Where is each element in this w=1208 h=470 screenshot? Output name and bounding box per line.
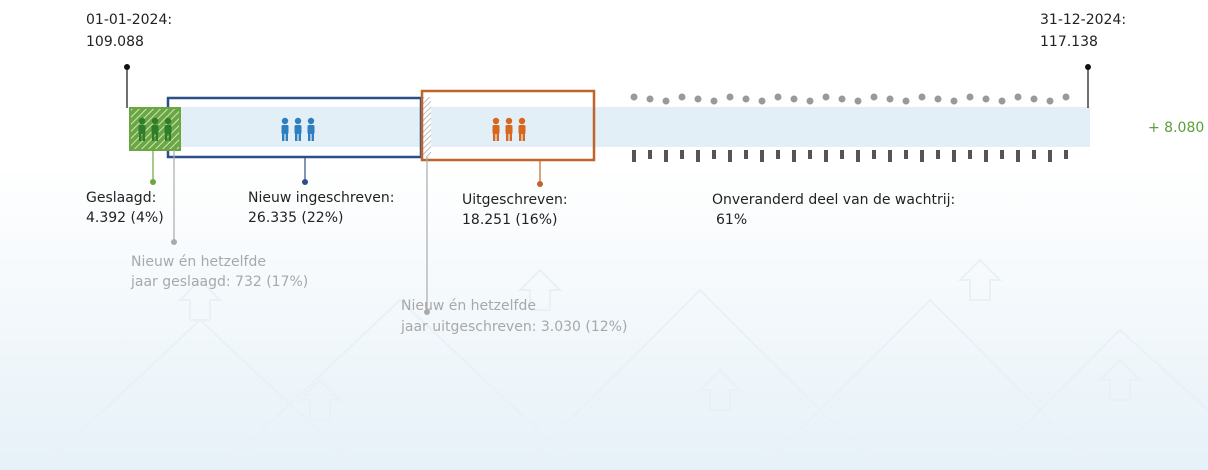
crowd-legs — [984, 150, 988, 162]
removed-box — [420, 89, 596, 162]
crowd-legs — [712, 150, 716, 159]
crowd-legs — [1064, 150, 1068, 159]
crowd-head — [1046, 97, 1054, 105]
pin-dot — [124, 64, 130, 70]
crowd-legs — [824, 150, 828, 162]
segment-label: Uitgeschreven: — [462, 192, 568, 208]
background-pattern — [39, 258, 1208, 470]
overlap-line: jaar uitgeschreven: 3.030 (12%) — [400, 319, 627, 335]
start-date: 01-01-2024: — [86, 12, 172, 28]
crowd-legs — [872, 150, 876, 159]
crowd-legs — [808, 150, 812, 159]
crowd-legs — [1032, 150, 1036, 159]
end-value: 117.138 — [1040, 34, 1098, 50]
crowd-head — [886, 95, 894, 103]
crowd-head — [790, 95, 798, 103]
crowd-legs — [968, 150, 972, 159]
crowd-legs — [760, 150, 764, 162]
crowd-legs — [1000, 150, 1004, 159]
crowd-head — [1030, 95, 1038, 103]
start-value: 109.088 — [86, 34, 144, 50]
waiting-crowd — [630, 93, 1070, 162]
crowd-legs — [856, 150, 860, 162]
crowd-head — [934, 95, 942, 103]
crowd-head — [678, 93, 686, 101]
pin-dot — [424, 309, 430, 315]
crowd-head — [662, 97, 670, 105]
crowd-head — [806, 97, 814, 105]
overlap-line: Nieuw én hetzelfde — [401, 298, 536, 314]
segment-value: 18.251 (16%) — [462, 212, 557, 228]
pin-dot — [302, 179, 308, 185]
crowd-head — [710, 97, 718, 105]
segment-label: Nieuw ingeschreven: — [248, 190, 394, 206]
segment-value: 26.335 (22%) — [248, 210, 343, 226]
crowd-legs — [1048, 150, 1052, 162]
crowd-head — [774, 93, 782, 101]
crowd-head — [630, 93, 638, 101]
crowd-head — [902, 97, 910, 105]
pin-dot — [537, 181, 543, 187]
crowd-head — [1014, 93, 1022, 101]
pins — [126, 67, 1089, 108]
crowd-legs — [840, 150, 844, 159]
crowd-legs — [680, 150, 684, 159]
overlap-line: Nieuw én hetzelfde — [131, 254, 266, 270]
end-date: 31-12-2024: — [1040, 12, 1126, 28]
crowd-legs — [952, 150, 956, 162]
crowd-head — [918, 93, 926, 101]
crowd-head — [982, 95, 990, 103]
crowd-legs — [632, 150, 636, 162]
queue-band — [130, 107, 1090, 147]
change: + 8.080 — [1148, 120, 1204, 136]
crowd-head — [854, 97, 862, 105]
crowd-legs — [728, 150, 732, 162]
crowd-head — [998, 97, 1006, 105]
pin-dot — [150, 179, 156, 185]
pin-dot — [171, 239, 177, 245]
crowd-legs — [776, 150, 780, 159]
segment-label: Onveranderd deel van de wachtrij: — [712, 192, 955, 208]
crowd-head — [838, 95, 846, 103]
crowd-legs — [696, 150, 700, 162]
crowd-head — [646, 95, 654, 103]
overlap-line: jaar geslaagd: 732 (17%) — [130, 274, 308, 290]
segment-value: 4.392 (4%) — [86, 210, 164, 226]
crowd-legs — [744, 150, 748, 159]
crowd-head — [726, 93, 734, 101]
crowd-legs — [920, 150, 924, 162]
crowd-legs — [792, 150, 796, 162]
crowd-head — [870, 93, 878, 101]
crowd-head — [694, 95, 702, 103]
crowd-legs — [936, 150, 940, 159]
segment-label: Geslaagd: — [86, 190, 156, 206]
crowd-head — [742, 95, 750, 103]
crowd-legs — [648, 150, 652, 159]
segment-value: 61% — [716, 212, 747, 228]
crowd-head — [758, 97, 766, 105]
overlap-hatch — [421, 97, 431, 157]
crowd-legs — [1016, 150, 1020, 162]
pin-dot — [1085, 64, 1091, 70]
crowd-head — [950, 97, 958, 105]
crowd-head — [966, 93, 974, 101]
crowd-head — [822, 93, 830, 101]
crowd-legs — [888, 150, 892, 162]
crowd-legs — [664, 150, 668, 162]
crowd-head — [1062, 93, 1070, 101]
crowd-legs — [904, 150, 908, 159]
